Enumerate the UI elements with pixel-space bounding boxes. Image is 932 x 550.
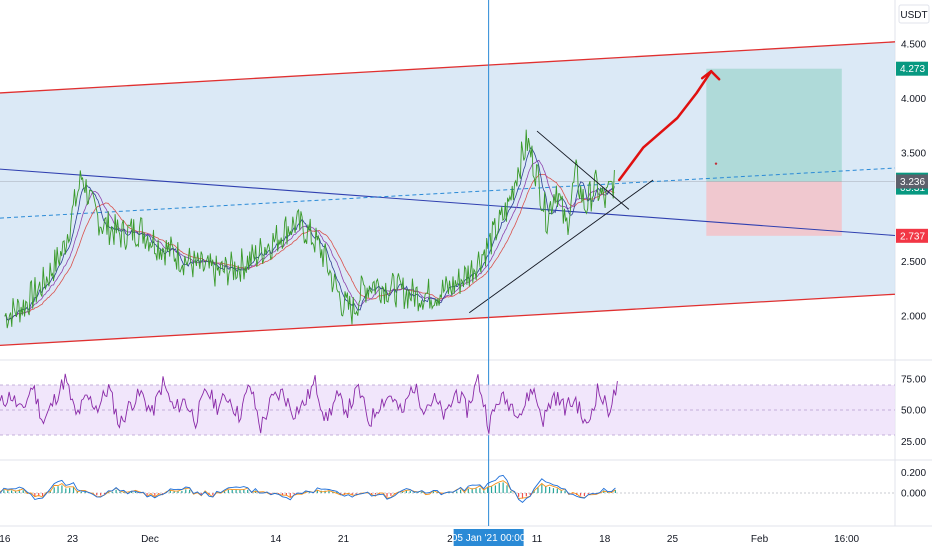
- price-tag-label: 4.273: [900, 64, 925, 75]
- channel-lower-line[interactable]: [0, 293, 896, 347]
- price-tick-label: 4.500: [901, 40, 926, 51]
- price-tag[interactable]: [896, 228, 928, 243]
- rsi-tick-label: 50.00: [901, 406, 926, 417]
- projection-arrowhead: [700, 69, 721, 81]
- macd-tick-label: 0.000: [901, 489, 926, 500]
- price-tick-label: 3.500: [901, 148, 926, 159]
- projection-arrow[interactable]: [617, 69, 713, 182]
- price-tag[interactable]: [896, 61, 928, 76]
- crosshair-time-box: [453, 529, 524, 546]
- price-axis[interactable]: 4.5004.0003.5002.5002.0004.2733.25305:31…: [896, 40, 928, 323]
- currency-label: USDT: [900, 10, 927, 21]
- triangle-upper-line[interactable]: [536, 130, 630, 210]
- rsi-tick-label: 75.00: [901, 374, 926, 385]
- descending-trendline[interactable]: [0, 168, 896, 237]
- position-stop-zone[interactable]: [706, 181, 842, 236]
- time-tick-label: 11: [532, 534, 543, 545]
- rsi-line[interactable]: [0, 373, 618, 434]
- rsi-tick-label: 25.00: [901, 437, 926, 448]
- crosshair-time-label: 05 Jan '21 00:00: [452, 533, 526, 544]
- price-tick-label: 2.000: [901, 312, 926, 323]
- rsi-pane[interactable]: 75.00 50.00 25.00: [0, 373, 926, 448]
- price-pane[interactable]: [0, 0, 896, 526]
- position-target-zone[interactable]: [706, 68, 842, 182]
- macd-pane[interactable]: 0.200 0.000: [0, 468, 926, 504]
- time-tick-label: 25: [667, 534, 679, 545]
- time-tick-label: 16:00: [834, 534, 859, 545]
- position-marker: [714, 162, 718, 165]
- triangle-lower-line[interactable]: [469, 179, 654, 314]
- time-tick-label: 18: [599, 534, 611, 545]
- macd-tick-label: 0.200: [901, 468, 926, 479]
- price-tag[interactable]: [896, 174, 928, 189]
- time-tick-label: 14: [270, 534, 282, 545]
- price-tag-label: 3.236: [900, 177, 925, 188]
- price-tick-label: 2.500: [901, 257, 926, 268]
- currency-box[interactable]: [898, 4, 930, 24]
- time-tick-label: 21: [338, 534, 350, 545]
- channel-upper-line[interactable]: [0, 41, 896, 94]
- time-axis[interactable]: 16 23 Dec 14 21 2 11 18 25 Feb 16:00 05 Jan '21 00:…: [0, 529, 860, 546]
- time-tick-label: 2: [447, 534, 453, 545]
- ma-slow-line[interactable]: [4, 173, 615, 321]
- price-line[interactable]: [4, 129, 615, 329]
- time-tick-label: Feb: [751, 534, 769, 545]
- time-tick-label: 16: [0, 534, 11, 545]
- price-tag-label: 2.737: [900, 231, 925, 242]
- price-tag-label: 05:31: [900, 183, 925, 194]
- price-tick-label: 4.000: [901, 94, 926, 105]
- dashed-trendline[interactable]: [0, 167, 896, 219]
- macd-line[interactable]: [0, 474, 616, 504]
- time-tick-label: 23: [67, 534, 79, 545]
- time-tick-label: Dec: [141, 534, 159, 545]
